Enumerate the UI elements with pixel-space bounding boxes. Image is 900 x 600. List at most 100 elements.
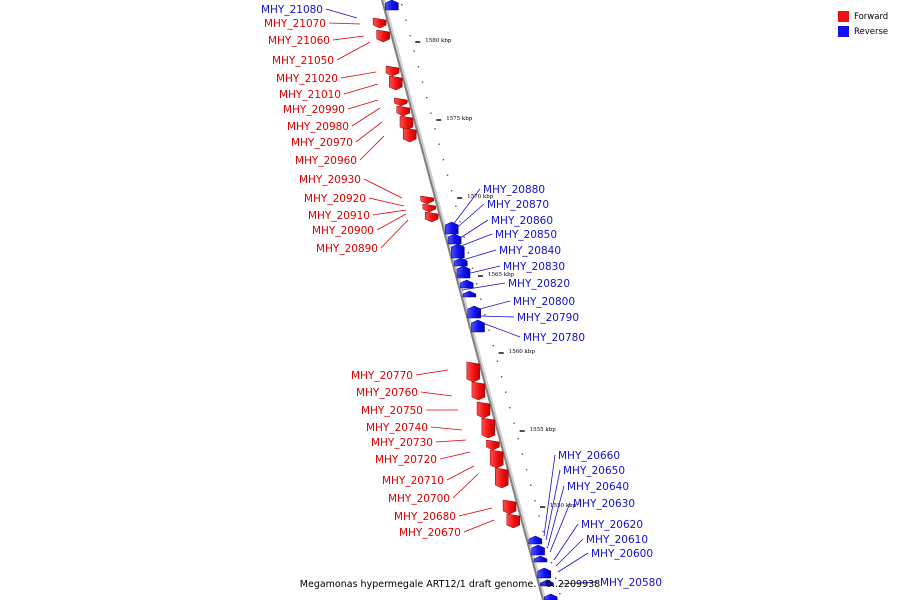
gene-feature[interactable] [451, 243, 465, 259]
gene-label[interactable]: MHY_20750 [361, 405, 423, 417]
gene-feature[interactable] [466, 361, 481, 383]
gene-label[interactable]: MHY_20930 [299, 174, 361, 186]
label-leader [372, 209, 407, 216]
legend-label: Forward [854, 11, 889, 22]
gene-label[interactable]: MHY_20740 [366, 422, 428, 434]
gene-label[interactable]: MHY_21050 [272, 55, 334, 67]
gene-label[interactable]: MHY_20640 [567, 481, 629, 493]
gene-label[interactable]: MHY_20600 [591, 548, 653, 560]
label-leader [446, 465, 475, 481]
gene-feature[interactable] [502, 499, 517, 515]
gene-label[interactable]: MHY_20650 [563, 465, 625, 477]
gene-feature[interactable] [481, 417, 496, 439]
gene-feature[interactable] [495, 467, 509, 489]
gene-label[interactable]: MHY_20710 [382, 475, 444, 487]
gene-feature[interactable] [543, 593, 558, 600]
gene-feature[interactable] [537, 567, 552, 579]
gene-label[interactable]: MHY_20960 [295, 155, 357, 167]
minor-tick [550, 562, 553, 564]
gene-feature[interactable] [471, 381, 486, 401]
gene-feature[interactable] [447, 233, 462, 245]
gene-label[interactable]: MHY_20840 [499, 245, 561, 257]
gene-label[interactable]: MHY_20910 [308, 210, 370, 222]
gene-feature[interactable] [396, 105, 411, 117]
gene-label[interactable]: MHY_20890 [316, 243, 378, 255]
gene-label[interactable]: MHY_21010 [279, 89, 341, 101]
gene-feature[interactable] [424, 211, 439, 223]
minor-tick [438, 143, 440, 145]
gene-feature[interactable] [399, 115, 414, 131]
gene-label[interactable]: MHY_20760 [356, 387, 418, 399]
label-leader [452, 473, 479, 499]
gene-label[interactable]: MHY_20900 [312, 225, 374, 237]
gene-label[interactable]: MHY_20670 [399, 527, 461, 539]
gene-feature[interactable] [471, 319, 485, 333]
gene-label[interactable]: MHY_21020 [276, 73, 338, 85]
gene-feature[interactable] [444, 221, 459, 235]
label-leader [363, 178, 403, 199]
gene-label[interactable]: MHY_20850 [495, 229, 557, 241]
gene-label[interactable]: MHY_20860 [491, 215, 553, 227]
label-leader [351, 107, 381, 127]
legend: Forward Reverse [838, 9, 888, 39]
gene-feature[interactable] [394, 97, 408, 107]
gene-label[interactable]: MHY_20920 [304, 193, 366, 205]
minor-tick [450, 190, 453, 192]
gene-label[interactable]: MHY_20680 [394, 511, 456, 523]
gene-feature[interactable] [459, 279, 474, 289]
gene-label[interactable]: MHY_20790 [517, 312, 579, 324]
gene-label[interactable]: MHY_20630 [573, 498, 635, 510]
gene-feature[interactable] [489, 449, 504, 469]
gene-feature[interactable] [467, 305, 481, 319]
gene-feature[interactable] [422, 203, 437, 213]
gene-label[interactable]: MHY_21060 [268, 35, 330, 47]
gene-feature[interactable] [376, 29, 390, 43]
gene-feature[interactable] [540, 579, 554, 587]
gene-feature[interactable] [506, 513, 521, 529]
minor-tick [463, 236, 465, 238]
gene-label[interactable]: MHY_21070 [264, 18, 326, 30]
gene-label[interactable]: MHY_20730 [371, 437, 433, 449]
gene-label[interactable]: MHY_20620 [581, 519, 643, 531]
gene-label[interactable]: MHY_20700 [388, 493, 450, 505]
gene-feature[interactable] [528, 535, 543, 545]
gene-feature[interactable] [402, 127, 417, 143]
gene-label[interactable]: MHY_20800 [513, 296, 575, 308]
gene-label[interactable]: MHY_20980 [287, 121, 349, 133]
gene-label[interactable]: MHY_20780 [523, 332, 585, 344]
gene-feature[interactable] [372, 17, 387, 29]
gene-label[interactable]: MHY_20660 [558, 450, 620, 462]
minor-tick [530, 484, 532, 486]
gene-feature[interactable] [462, 290, 477, 298]
gene-feature[interactable] [389, 75, 403, 91]
minor-tick [534, 500, 536, 502]
gene-label[interactable]: MHY_20720 [375, 454, 437, 466]
minor-tick [459, 221, 461, 223]
label-leader [463, 519, 495, 533]
gene-feature[interactable] [420, 195, 434, 205]
gene-label[interactable]: MHY_20820 [508, 278, 570, 290]
gene-feature[interactable] [531, 544, 545, 556]
gene-label[interactable]: MHY_20830 [503, 261, 565, 273]
gene-feature[interactable] [385, 0, 399, 11]
gene-label[interactable]: MHY_20990 [283, 104, 345, 116]
gene-feature[interactable] [486, 439, 500, 451]
gene-label[interactable]: MHY_20770 [351, 370, 413, 382]
label-leader [545, 469, 561, 541]
gene-label[interactable]: MHY_20870 [487, 199, 549, 211]
minor-tick [521, 453, 524, 455]
gene-label[interactable]: MHY_20610 [586, 534, 648, 546]
legend-item-forward: Forward [838, 9, 888, 24]
gene-feature[interactable] [456, 265, 471, 279]
gene-label[interactable]: MHY_20970 [291, 137, 353, 149]
gene-feature[interactable] [385, 65, 400, 77]
gene-feature[interactable] [533, 555, 548, 563]
minor-tick [455, 205, 457, 207]
gene-label[interactable]: MHY_20580 [600, 577, 662, 589]
gene-label[interactable]: MHY_21080 [261, 4, 323, 16]
gene-label[interactable]: MHY_20880 [483, 184, 545, 196]
gene-feature[interactable] [476, 401, 491, 419]
reverse-swatch [838, 26, 849, 37]
label-leader [455, 233, 493, 249]
